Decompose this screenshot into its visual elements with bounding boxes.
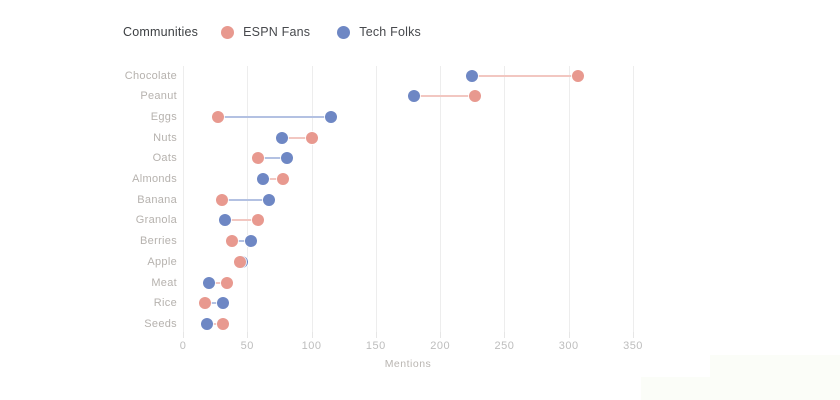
category-label: Apple (147, 255, 177, 268)
legend: Communities ESPN Fans Tech Folks (123, 24, 448, 40)
x-tick-label: 350 (623, 340, 643, 352)
legend-label-espn-fans: ESPN Fans (243, 25, 311, 39)
tech-folks-dot[interactable] (408, 90, 421, 103)
espn-fans-dot[interactable] (220, 276, 233, 289)
tech-folks-dot[interactable] (276, 131, 288, 144)
x-axis-title: Mentions (384, 358, 432, 370)
tech-folks-dot[interactable] (219, 214, 232, 227)
category-label: Granola (135, 214, 177, 227)
tech-folks-dot[interactable] (281, 152, 294, 165)
category-label: Oats (152, 152, 177, 165)
gridline (504, 66, 506, 332)
tech-folks-dot[interactable] (245, 235, 258, 248)
tech-folks-dot[interactable] (263, 193, 276, 206)
x-tick-label: 300 (558, 340, 579, 352)
gridline (311, 66, 313, 332)
connector-line (204, 302, 223, 305)
legend-item-tech-folks[interactable]: Tech Folks (337, 25, 421, 39)
category-label: Rice (153, 297, 177, 310)
espn-fans-dot[interactable] (216, 318, 229, 331)
espn-fans-dot[interactable] (571, 69, 584, 82)
category-label: Eggs (150, 110, 177, 123)
espn-fans-dot[interactable] (233, 255, 246, 268)
x-tick-label: 200 (430, 340, 451, 352)
x-tick-label: 0 (179, 340, 187, 352)
tech-folks-dot[interactable] (466, 69, 479, 82)
connector-line (207, 323, 223, 326)
tech-folks-dot[interactable] (202, 276, 215, 289)
espn-fans-dot[interactable] (215, 193, 228, 206)
category-label: Nuts (153, 131, 177, 144)
x-tick (440, 332, 442, 338)
gridline (633, 66, 634, 332)
espn-fans-dot[interactable] (251, 152, 264, 165)
legend-title: Communities (123, 25, 199, 39)
legend-item-espn-fans[interactable]: ESPN Fans (221, 25, 310, 39)
connector-line (262, 178, 284, 181)
espn-fans-dot[interactable] (468, 90, 481, 103)
gridline (440, 66, 442, 332)
connector-line (208, 281, 227, 284)
connector-line (414, 95, 475, 98)
espn-fans-dot[interactable] (251, 214, 264, 227)
category-label: Chocolate (124, 69, 177, 82)
connector-line (225, 219, 258, 222)
espn-fans-dot[interactable] (277, 173, 290, 186)
espn-fans-dot[interactable] (305, 131, 318, 144)
espn-fans-swatch-icon (221, 25, 235, 39)
x-tick (633, 332, 634, 338)
tech-folks-dot[interactable] (201, 318, 214, 331)
x-tick (568, 332, 570, 338)
x-tick (375, 332, 377, 338)
espn-fans-dot[interactable] (225, 235, 238, 248)
x-tick (311, 332, 313, 338)
category-label: Meat (151, 276, 177, 289)
background-artifact (641, 377, 840, 400)
connector-line (282, 136, 312, 139)
connector-line (231, 240, 252, 243)
tech-folks-dot[interactable] (216, 297, 229, 310)
gridline (375, 66, 377, 332)
tech-folks-dot[interactable] (256, 173, 269, 186)
tech-folks-dot[interactable] (324, 110, 337, 123)
espn-fans-dot[interactable] (198, 297, 211, 310)
espn-fans-dot[interactable] (211, 110, 224, 123)
legend-label-tech-folks: Tech Folks (359, 25, 421, 39)
connector-line (472, 74, 578, 77)
category-label: Peanut (140, 90, 177, 103)
x-tick (504, 332, 506, 338)
x-tick-label: 250 (494, 340, 515, 352)
connector-line (257, 157, 288, 160)
tech-folks-swatch-icon (337, 25, 351, 39)
connector-line (217, 115, 331, 118)
connector-line (221, 198, 270, 201)
x-tick (183, 332, 184, 338)
x-tick-label: 50 (240, 340, 254, 352)
category-label: Almonds (132, 173, 177, 186)
gridline (183, 66, 184, 332)
x-tick-label: 150 (365, 340, 386, 352)
x-tick-label: 100 (301, 340, 322, 352)
gridline (568, 66, 570, 332)
x-tick (247, 332, 249, 338)
category-label: Berries (140, 235, 177, 248)
category-label: Banana (137, 193, 177, 206)
category-label: Seeds (144, 318, 177, 331)
